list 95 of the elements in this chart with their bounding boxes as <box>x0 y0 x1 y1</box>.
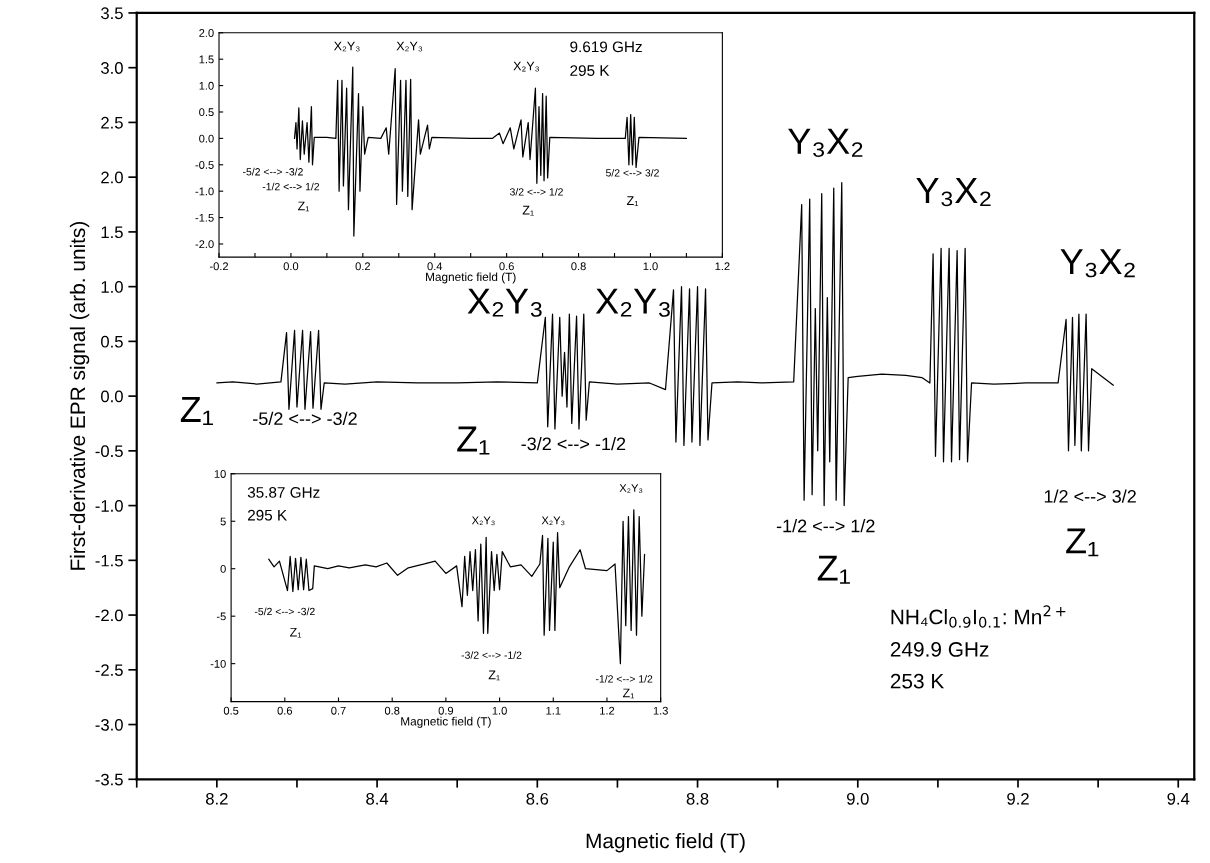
x-tick-label: 9.4 <box>1167 792 1190 805</box>
y-tick-label: 0.5 <box>101 335 123 348</box>
annotation: Z₁ <box>626 196 639 207</box>
annotation: 1/2 <--> 3/2 <box>1044 489 1136 503</box>
x-tick-label: 1.1 <box>546 706 561 715</box>
x-tick-label: 1.0 <box>492 706 507 715</box>
annotation: Z₁ <box>457 426 490 455</box>
x-tick-label: 0.8 <box>384 706 400 715</box>
annotation: Z₁ <box>522 205 534 216</box>
annotation: Z₁ <box>180 397 214 425</box>
annotation: -5/2 <--> -3/2 <box>243 167 303 176</box>
annotation: Z₁ <box>622 688 635 699</box>
y-tick-label: 3.0 <box>101 62 123 74</box>
annotation: -1/2 <--> 1/2 <box>262 182 320 191</box>
annotation: Z₁ <box>488 670 500 681</box>
y-tick-label: 1.5 <box>199 55 214 64</box>
x-tick-label: 0.9 <box>438 706 454 715</box>
annotation: X₂Y₃ <box>471 516 495 526</box>
y-tick-label: 10 <box>214 470 226 478</box>
y-tick-label: -1.5 <box>195 213 214 222</box>
x-tick-label: 0.2 <box>355 262 370 271</box>
y-tick-label: 0 <box>220 564 226 573</box>
x-axis-title: Magnetic field (T) <box>401 716 491 728</box>
y-tick-label: -10 <box>210 659 226 668</box>
x-tick-label: -0.2 <box>209 262 229 271</box>
x-axis-title: Magnetic field (T) <box>586 833 745 853</box>
y-axis-title: First-derivative EPR signal (arb. units) <box>69 222 90 570</box>
annotation: X₂Y₃ <box>467 288 542 317</box>
y-tick-label: -2.0 <box>95 609 123 622</box>
annotation: -1/2 <--> 1/2 <box>595 674 653 683</box>
annotation: NH₄Cl$_{0.9}$I$_{0.1}$: Mn$^{2+}$ <box>891 605 1066 628</box>
y-tick-label: 3.5 <box>101 7 123 20</box>
annotation: 9.619 GHz <box>570 41 642 53</box>
x-tick-label: 8.6 <box>526 792 549 805</box>
y-tick-label: -0.5 <box>195 161 214 169</box>
y-tick-label: -3.5 <box>95 773 123 786</box>
annotation: Y₃X₂ <box>1060 249 1135 278</box>
y-tick-label: 1.0 <box>199 81 214 90</box>
x-tick-label: 9.0 <box>846 792 869 805</box>
y-tick-label: 0.5 <box>199 108 214 117</box>
x-tick-label: 1.2 <box>600 706 615 715</box>
annotation: X₂Y₃ <box>333 41 360 52</box>
y-tick-label: -3.0 <box>95 718 123 731</box>
x-tick-label: 1.3 <box>653 706 668 715</box>
y-tick-label: 5 <box>220 517 226 526</box>
y-tick-label: 0.0 <box>101 390 123 403</box>
x-tick-label: 9.2 <box>1007 792 1029 805</box>
x-tick-label: 0.4 <box>427 262 443 271</box>
x-tick-label: 0.8 <box>571 262 586 271</box>
annotation: X₂Y₃ <box>513 61 540 72</box>
annotation: 3/2 <--> 1/2 <box>509 187 563 196</box>
y-tick-label: 1.5 <box>101 226 123 239</box>
annotation: Z₁ <box>297 201 310 212</box>
annotation: -5/2 <--> -3/2 <box>253 411 357 426</box>
y-tick-label: -1.5 <box>95 554 123 567</box>
annotation: X₂Y₃ <box>595 288 670 317</box>
y-tick-label: -5 <box>216 612 226 621</box>
annotation: X₂Y₃ <box>396 41 423 52</box>
x-tick-label: 0.0 <box>283 262 299 271</box>
y-tick-label: -1.0 <box>95 500 123 512</box>
annotation: -1/2 <--> 1/2 <box>776 519 875 533</box>
annotation: 295 K <box>247 509 287 521</box>
y-tick-label: -2.0 <box>195 240 214 249</box>
y-tick-label: 2.5 <box>101 116 123 129</box>
x-tick-label: 1.2 <box>715 262 730 271</box>
y-tick-label: 0.0 <box>199 134 214 143</box>
x-tick-label: 0.6 <box>499 262 514 271</box>
annotation: 295 K <box>570 65 610 76</box>
x-tick-label: 0.7 <box>331 706 346 715</box>
x-tick-label: 0.6 <box>277 706 293 715</box>
annotation: X₂Y₃ <box>619 484 643 493</box>
annotation: -3/2 <--> -1/2 <box>461 651 522 659</box>
x-tick-label: 8.2 <box>205 792 228 805</box>
annotation: X₂Y₃ <box>541 516 565 526</box>
x-tick-label: 1.0 <box>643 262 658 271</box>
annotation: 5/2 <--> 3/2 <box>605 168 659 177</box>
y-tick-label: -0.5 <box>95 445 123 458</box>
annotation: Z₁ <box>817 555 850 584</box>
annotation: 249.9 GHz <box>890 642 989 657</box>
annotation: Y₃X₂ <box>916 178 991 207</box>
annotation: -3/2 <--> -1/2 <box>521 436 626 451</box>
x-axis-title: Magnetic field (T) <box>426 272 516 284</box>
y-tick-label: -2.5 <box>95 664 123 677</box>
y-tick-label: 2.0 <box>101 171 123 184</box>
x-tick-label: 8.8 <box>686 792 709 805</box>
y-tick-label: -1.0 <box>195 187 214 196</box>
annotation: Y₃X₂ <box>788 128 863 157</box>
annotation: 253 K <box>890 673 945 689</box>
y-tick-label: 2.0 <box>199 29 214 37</box>
annotation: Z₁ <box>290 627 302 638</box>
annotation: 35.87 GHz <box>247 487 320 498</box>
annotation: -5/2 <--> -3/2 <box>254 607 315 616</box>
annotation: Z₁ <box>1066 528 1099 557</box>
y-tick-label: 1.0 <box>101 281 123 293</box>
x-tick-label: 8.4 <box>366 792 389 805</box>
